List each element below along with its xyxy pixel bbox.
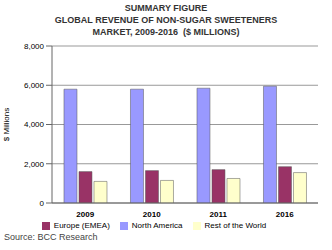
svg-text:2,000: 2,000 [24,160,45,169]
svg-text:4,000: 4,000 [24,120,45,129]
html-text:GLOBAL REVENUE OF NON-SUGAR SW: GLOBAL REVENUE OF NON-SUGAR SWEETENERS [54,15,278,25]
svg-text:6,000: 6,000 [24,81,45,90]
svg-text:2010: 2010 [143,210,161,219]
html-text:North America: North America [131,221,183,230]
html-text:Rest of the World: Rest of the World [204,221,267,230]
html-text:Source: BCC Research: Source: BCC Research [4,232,98,242]
svg-text:$ Millions: $ Millions [2,108,11,141]
svg-text:2009: 2009 [76,210,94,219]
svg-text:8,000: 8,000 [24,42,45,51]
svg-text:2011: 2011 [210,210,228,219]
html-text:Europe (EMEA): Europe (EMEA) [53,221,110,230]
svg-text:0: 0 [40,199,45,208]
svg-text:2016: 2016 [276,210,294,219]
html-text:SUMMARY FIGURE: SUMMARY FIGURE [124,3,208,13]
html-text:MARKET, 2009-2016 ($ MILLIONS): MARKET, 2009-2016 ($ MILLIONS) [92,27,240,37]
